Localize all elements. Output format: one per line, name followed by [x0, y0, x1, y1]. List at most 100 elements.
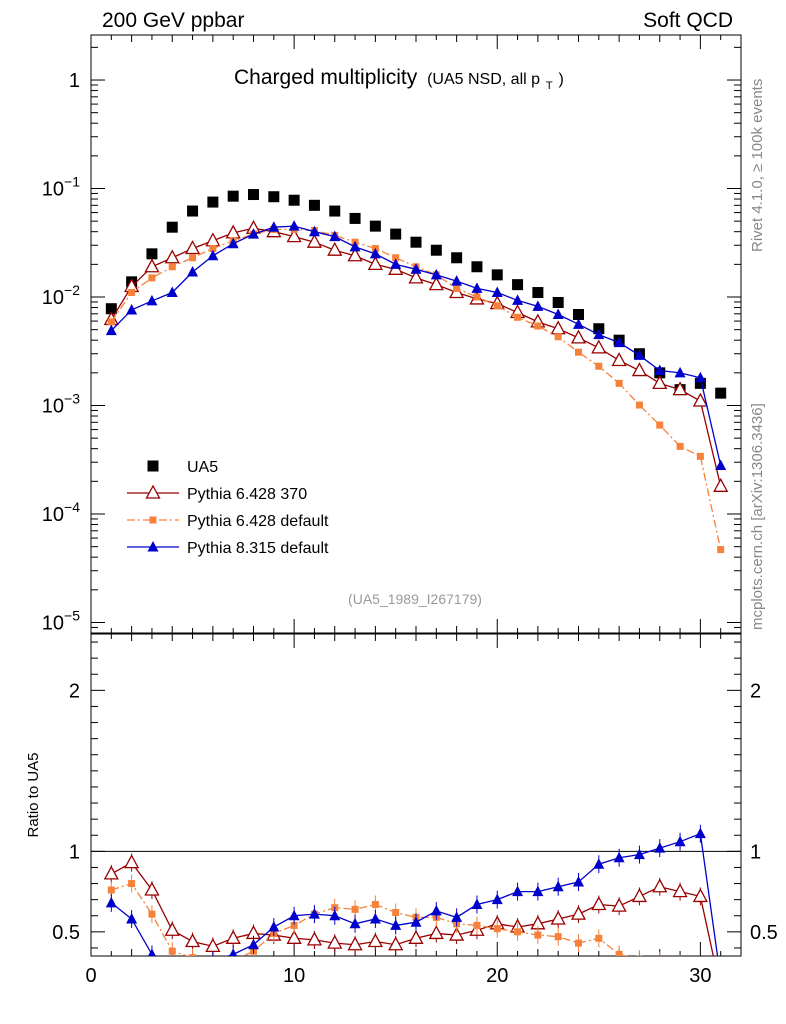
point-pythia-6-428-370: [591, 339, 607, 354]
ratio-point-pythia-6-428-370: [388, 936, 404, 951]
series-line-pythia-8-315-default: [110, 225, 722, 466]
point-pythia-8-315-default: [471, 282, 483, 293]
ratio-point-pythia-6-428-default: [209, 961, 216, 968]
rivet-version-label: Rivet 4.1.0, ≥ 100k events: [749, 79, 766, 252]
ratio-y-tick-label-right: 2: [750, 680, 761, 702]
main-y-tick-exponent: −5: [64, 607, 80, 623]
point-pythia-8-315-default: [207, 249, 219, 261]
title-qualifier-text: (UA5 NSD, all p: [427, 71, 540, 88]
ratio-point-pythia-6-428-default: [677, 961, 684, 968]
ratio-point-pythia-6-428-370: [347, 936, 363, 951]
ratio-y-tick-label-right: 1: [750, 841, 761, 863]
ratio-point-pythia-8-315-default: [369, 912, 381, 924]
point-pythia-6-428-default: [128, 289, 136, 297]
ratio-point-pythia-8-315-default: [674, 835, 686, 847]
main-y-tick-label: 10−4: [42, 499, 80, 526]
ratio-point-pythia-6-428-370: [591, 896, 607, 911]
ratio-point-pythia-6-428-370: [225, 929, 241, 944]
ratio-point-pythia-8-315-default: [212, 954, 214, 956]
ratio-point-pythia-8-315-default: [288, 909, 300, 921]
point-pythia-8-315-default: [512, 294, 524, 305]
main-y-tick-base: 10: [42, 396, 64, 418]
ratio-point-pythia-6-428-370: [449, 926, 465, 941]
point-pythia-6-428-370: [713, 477, 729, 492]
ratio-point-pythia-6-428-default: [107, 886, 115, 894]
point-pythia-8-315-default: [552, 308, 564, 319]
point-pythia-6-428-370: [611, 352, 627, 367]
ratio-point-pythia-6-428-default: [534, 931, 542, 939]
point-pythia-6-428-370: [144, 258, 160, 273]
ratio-point-pythia-6-428-370: [306, 931, 323, 946]
main-y-tick-exponent: −4: [64, 499, 80, 515]
ratio-point-pythia-6-428-370: [408, 929, 424, 944]
point-pythia-8-315-default: [166, 286, 178, 298]
legend: UA5 Pythia 6.428 370 Pythia 6.428 default P…: [127, 459, 329, 557]
point-pythia-6-428-default: [514, 313, 522, 321]
point-pythia-6-428-370: [306, 233, 323, 248]
point-ua5: [349, 212, 361, 224]
ratio-point-pythia-6-428-default: [128, 880, 136, 888]
ratio-point-pythia-8-315-default: [654, 842, 666, 853]
point-pythia-8-315-default: [268, 221, 280, 232]
ratio-point-pythia-6-428-370: [652, 878, 668, 893]
point-pythia-6-428-default: [696, 452, 704, 460]
header-left-label: 200 GeV ppbar: [102, 9, 244, 32]
ratio-point-pythia-6-428-default: [351, 905, 359, 913]
ratio-point-pythia-8-315-default: [633, 848, 645, 860]
legend-marker-pythia-6-428-370: [145, 484, 161, 499]
ratio-point-pythia-6-428-default: [514, 928, 522, 936]
ratio-point-pythia-6-428-370: [286, 929, 302, 944]
ratio-point-pythia-6-428-default: [493, 925, 501, 933]
ratio-y-tick-label-left: 0.5: [52, 922, 80, 944]
ratio-series-layer: [103, 824, 719, 968]
ratio-point-pythia-6-428-370: [327, 934, 343, 949]
point-pythia-8-315-default: [105, 324, 117, 336]
point-ua5: [369, 220, 381, 232]
main-series-layer: [103, 189, 729, 554]
ratio-point-pythia-6-428-default: [371, 900, 379, 908]
ratio-point-pythia-6-428-default: [473, 921, 481, 929]
point-pythia-8-315-default: [694, 371, 706, 383]
ratio-point-pythia-6-428-370: [672, 883, 688, 898]
ratio-point-pythia-6-428-370: [184, 933, 201, 948]
point-pythia-8-315-default: [451, 275, 463, 286]
ratio-point-pythia-6-428-370: [570, 905, 587, 920]
ratio-point-pythia-6-428-370: [550, 910, 566, 925]
point-pythia-8-315-default: [329, 230, 341, 242]
ratio-point-pythia-8-315-default: [308, 908, 320, 919]
point-ua5: [105, 303, 117, 315]
x-tick-label: 10: [283, 965, 305, 987]
ratio-point-pythia-8-315-default: [147, 948, 156, 956]
point-pythia-8-315-default: [349, 240, 361, 252]
ratio-point-pythia-6-428-default: [148, 910, 156, 918]
point-pythia-8-315-default: [390, 258, 402, 269]
point-pythia-6-428-370: [164, 249, 180, 264]
point-pythia-6-428-370: [631, 362, 648, 377]
point-pythia-6-428-370: [692, 392, 708, 407]
legend-marker-ua5: [147, 460, 159, 472]
ratio-y-axis-label: Ratio to UA5: [25, 752, 42, 837]
ratio-point-pythia-6-428-370: [428, 925, 444, 940]
header-right-label: Soft QCD: [643, 9, 733, 32]
main-y-tick-labels: 110−110−210−310−410−5: [42, 70, 80, 634]
point-ua5: [573, 308, 584, 320]
point-pythia-6-428-default: [473, 293, 481, 301]
ratio-point-pythia-8-315-default: [390, 919, 402, 930]
legend-label-pythia-6-428-370: Pythia 6.428 370: [187, 486, 307, 503]
point-pythia-8-315-default: [288, 220, 300, 231]
ratio-y-tick-label-left: 2: [69, 680, 80, 702]
point-ua5: [248, 189, 259, 201]
ratio-line-pythia-8-315-default: [110, 832, 719, 956]
main-title: Charged multiplicity (UA5 NSD, all p T ): [234, 66, 564, 94]
point-ua5: [166, 221, 178, 233]
main-y-tick-label: 10−2: [42, 282, 80, 309]
point-pythia-6-428-370: [347, 247, 363, 262]
point-ua5: [288, 194, 300, 206]
ratio-point-pythia-8-315-default: [349, 917, 361, 929]
ratio-point-pythia-6-428-370: [631, 888, 648, 903]
point-pythia-6-428-default: [656, 421, 664, 429]
main-y-tick-base: 10: [42, 287, 64, 309]
point-pythia-6-428-default: [189, 254, 197, 262]
point-pythia-8-315-default: [633, 349, 645, 360]
point-pythia-6-428-default: [168, 263, 176, 271]
